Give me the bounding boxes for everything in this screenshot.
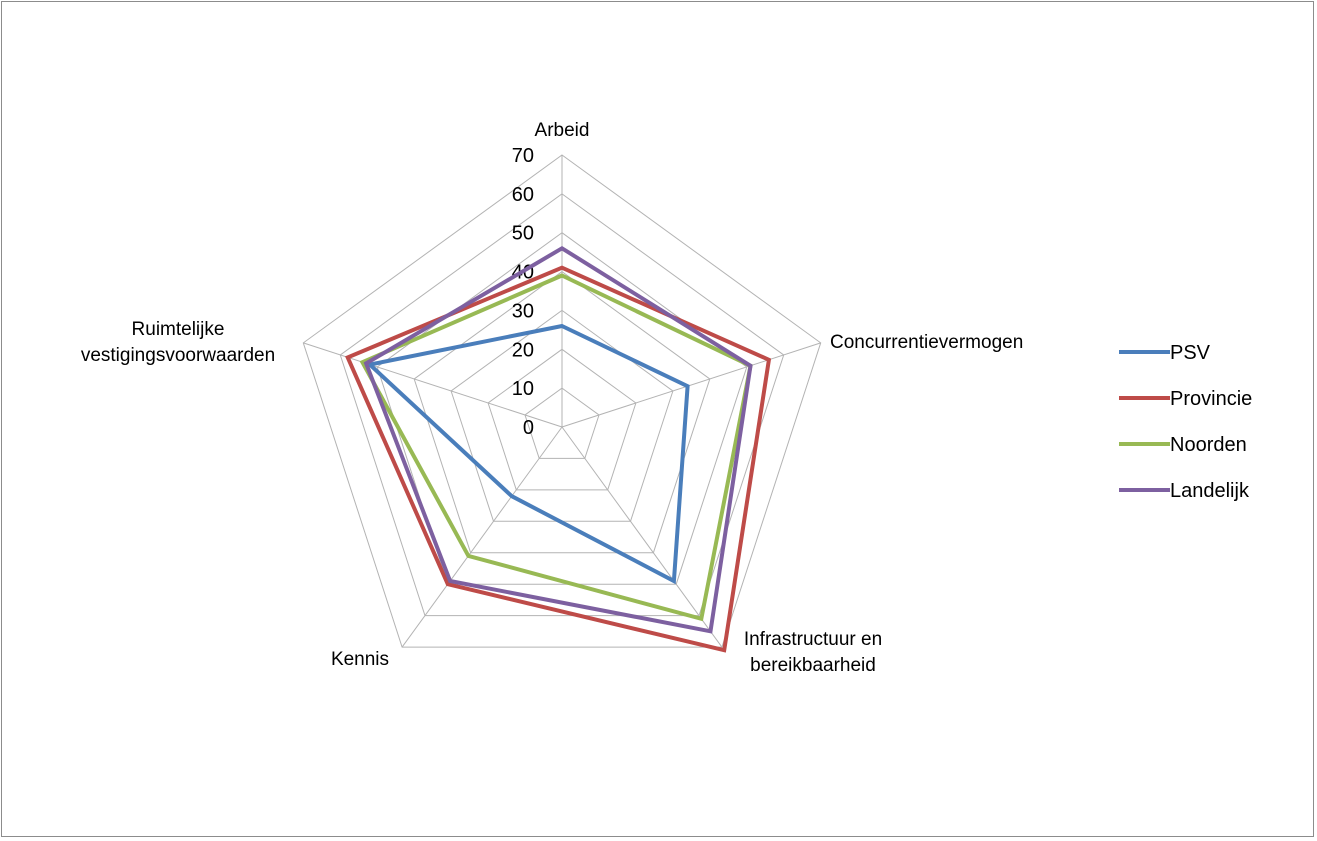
tick-label-0: 0 [523,417,534,439]
axis-label-0: Arbeid [535,120,590,141]
axis-label-line: Ruimtelijke [132,319,225,340]
series-landelijk-line [363,245,753,634]
axis-spoke-2 [561,426,723,648]
legend-label-psv: PSV [1170,342,1211,364]
series-provincie-line [345,265,772,653]
axis-spoke-1 [561,342,821,428]
legend-label-noorden: Noorden [1170,434,1247,456]
grid-ring-60 [339,193,785,617]
axis-label-line: Concurrentievermogen [830,332,1023,353]
grid-ring-70 [302,154,822,648]
tick-label-50: 50 [512,223,534,245]
axis-label-line: bereikbaarheid [750,655,876,676]
series-lines [345,245,772,653]
axis-labels: Arbeid Concurrentievermogen Infrastructuur… [81,120,1023,676]
grid-ring-10 [524,387,600,459]
axis-label-line: Arbeid [535,120,590,141]
axis-label-3: Kennis [331,649,389,670]
axis-label-line: vestigingsvoorwaarden [81,345,275,366]
axis-label-2: Infrastructuur en bereikbaarheid [744,629,882,676]
tick-label-30: 30 [512,300,534,322]
axis-spoke-3 [401,426,563,648]
axis-label-1: Concurrentievermogen [830,332,1023,353]
legend-label-provincie: Provincie [1170,388,1252,410]
legend: PSV Provincie Noorden Landelijk [1119,342,1252,502]
tick-label-20: 20 [512,339,534,361]
tick-label-10: 10 [512,378,534,400]
axis-label-line: Kennis [331,649,389,670]
legend-label-landelijk: Landelijk [1170,480,1250,502]
grid-ring-40 [413,270,711,554]
grid-ring-20 [487,348,637,491]
series-psv-line [365,323,690,585]
tick-label-70: 70 [512,145,534,167]
axis-label-line: Infrastructuur en [744,629,882,650]
axis-label-4: Ruimtelijke vestigingsvoorwaarden [81,319,275,366]
tick-label-60: 60 [512,184,534,206]
